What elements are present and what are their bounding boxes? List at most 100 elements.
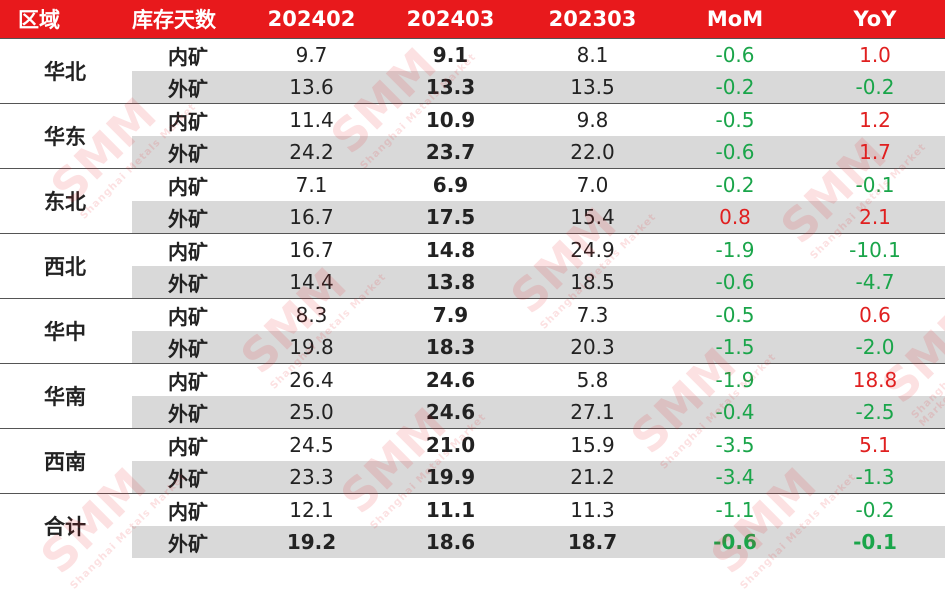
- value-202403-cell: 7.9: [381, 298, 520, 331]
- yoy-cell: -0.2: [805, 493, 945, 526]
- region-cell: 华中: [0, 298, 132, 364]
- yoy-cell: -0.1: [805, 526, 945, 558]
- yoy-cell: 1.2: [805, 103, 945, 136]
- yoy-cell: 0.6: [805, 298, 945, 331]
- ore-type-cell: 外矿: [132, 331, 242, 364]
- value-202402-cell: 14.4: [242, 266, 381, 299]
- value-202403-cell: 14.8: [381, 233, 520, 266]
- inventory-days-table: 区域 库存天数 202402 202403 202303 MoM YoY 华北内…: [0, 0, 945, 558]
- table-row: 华东 内矿 11.4 10.9 9.8 -0.5 1.2: [0, 103, 945, 169]
- ore-type-cell: 外矿: [132, 526, 242, 558]
- value-202402-cell: 26.4: [242, 363, 381, 396]
- region-cell: 东北: [0, 168, 132, 234]
- value-202303-cell: 20.3: [520, 331, 665, 364]
- mom-cell: 0.8: [665, 201, 805, 234]
- value-202303-cell: 24.9: [520, 233, 665, 266]
- value-202403-cell: 24.6: [381, 363, 520, 396]
- table-row: 外矿 19.8 18.3 20.3 -1.5 -2.0: [0, 331, 945, 364]
- value-202303-cell: 11.3: [520, 493, 665, 526]
- yoy-cell: -0.2: [805, 71, 945, 104]
- value-202403-cell: 18.3: [381, 331, 520, 364]
- yoy-cell: -4.7: [805, 266, 945, 299]
- value-202402-cell: 9.7: [242, 38, 381, 71]
- value-202403-cell: 24.6: [381, 396, 520, 429]
- ore-type-cell: 外矿: [132, 266, 242, 299]
- value-202402-cell: 19.2: [242, 526, 381, 558]
- table-row: 东北 内矿 7.1 6.9 7.0 -0.2 -0.1: [0, 168, 945, 234]
- value-202303-cell: 7.0: [520, 168, 665, 201]
- region-cell: 西北: [0, 233, 132, 299]
- value-202303-cell: 5.8: [520, 363, 665, 396]
- mom-cell: -0.6: [665, 136, 805, 169]
- mom-cell: -0.4: [665, 396, 805, 429]
- value-202402-cell: 7.1: [242, 168, 381, 201]
- mom-cell: -1.9: [665, 363, 805, 396]
- value-202402-cell: 8.3: [242, 298, 381, 331]
- value-202303-cell: 13.5: [520, 71, 665, 104]
- table-row: 华中 内矿 8.3 7.9 7.3 -0.5 0.6: [0, 298, 945, 364]
- value-202303-cell: 22.0: [520, 136, 665, 169]
- value-202403-cell: 6.9: [381, 168, 520, 201]
- mom-cell: -1.9: [665, 233, 805, 266]
- header-row: 区域 库存天数 202402 202403 202303 MoM YoY: [0, 0, 945, 39]
- table-row: 外矿 23.3 19.9 21.2 -3.4 -1.3: [0, 461, 945, 494]
- value-202303-cell: 18.5: [520, 266, 665, 299]
- value-202403-cell: 23.7: [381, 136, 520, 169]
- ore-type-cell: 外矿: [132, 136, 242, 169]
- header-mom: MoM: [665, 0, 805, 39]
- value-202303-cell: 18.7: [520, 526, 665, 558]
- mom-cell: -3.5: [665, 428, 805, 461]
- value-202403-cell: 10.9: [381, 103, 520, 136]
- mom-cell: -0.5: [665, 103, 805, 136]
- header-inventory-days: 库存天数: [132, 0, 242, 39]
- value-202303-cell: 15.4: [520, 201, 665, 234]
- value-202402-cell: 13.6: [242, 71, 381, 104]
- value-202303-cell: 7.3: [520, 298, 665, 331]
- value-202402-cell: 12.1: [242, 493, 381, 526]
- header-202402: 202402: [242, 0, 381, 39]
- value-202402-cell: 24.2: [242, 136, 381, 169]
- value-202303-cell: 9.8: [520, 103, 665, 136]
- table-row: 外矿 24.2 23.7 22.0 -0.6 1.7: [0, 136, 945, 169]
- value-202303-cell: 27.1: [520, 396, 665, 429]
- value-202402-cell: 11.4: [242, 103, 381, 136]
- mom-cell: -0.2: [665, 168, 805, 201]
- ore-type-cell: 内矿: [132, 38, 242, 71]
- table-row: 西北 内矿 16.7 14.8 24.9 -1.9 -10.1: [0, 233, 945, 299]
- yoy-cell: -2.5: [805, 396, 945, 429]
- value-202403-cell: 11.1: [381, 493, 520, 526]
- yoy-cell: 18.8: [805, 363, 945, 396]
- yoy-cell: -1.3: [805, 461, 945, 494]
- ore-type-cell: 外矿: [132, 71, 242, 104]
- mom-cell: -0.6: [665, 526, 805, 558]
- mom-cell: -0.5: [665, 298, 805, 331]
- region-cell: 华北: [0, 38, 132, 104]
- header-region: 区域: [0, 0, 132, 39]
- value-202403-cell: 13.3: [381, 71, 520, 104]
- value-202402-cell: 19.8: [242, 331, 381, 364]
- yoy-cell: -10.1: [805, 233, 945, 266]
- value-202402-cell: 25.0: [242, 396, 381, 429]
- ore-type-cell: 外矿: [132, 396, 242, 429]
- ore-type-cell: 内矿: [132, 363, 242, 396]
- ore-type-cell: 外矿: [132, 461, 242, 494]
- region-cell: 华南: [0, 363, 132, 429]
- yoy-cell: -0.1: [805, 168, 945, 201]
- mom-cell: -0.6: [665, 266, 805, 299]
- table-row: 外矿 16.7 17.5 15.4 0.8 2.1: [0, 201, 945, 234]
- value-202403-cell: 21.0: [381, 428, 520, 461]
- yoy-cell: 1.0: [805, 38, 945, 71]
- ore-type-cell: 内矿: [132, 493, 242, 526]
- value-202403-cell: 18.6: [381, 526, 520, 558]
- table-row: 华南 内矿 26.4 24.6 5.8 -1.9 18.8: [0, 363, 945, 429]
- yoy-cell: 1.7: [805, 136, 945, 169]
- value-202403-cell: 19.9: [381, 461, 520, 494]
- value-202403-cell: 13.8: [381, 266, 520, 299]
- value-202403-cell: 9.1: [381, 38, 520, 71]
- value-202303-cell: 8.1: [520, 38, 665, 71]
- mom-cell: -1.1: [665, 493, 805, 526]
- region-cell: 西南: [0, 428, 132, 494]
- table-row: 外矿 14.4 13.8 18.5 -0.6 -4.7: [0, 266, 945, 299]
- header-202403: 202403: [381, 0, 520, 39]
